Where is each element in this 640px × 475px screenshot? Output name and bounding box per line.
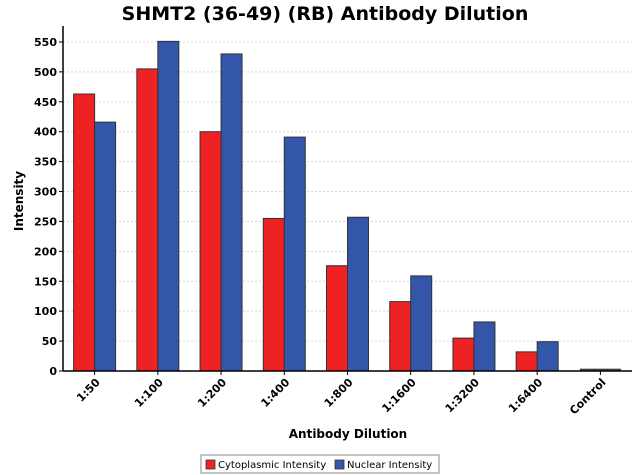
x-tick-label: 1:400	[258, 376, 292, 410]
x-tick-label: 1:1600	[379, 376, 419, 416]
bar-nuclear	[473, 321, 496, 372]
y-tick-label: 550	[34, 36, 57, 49]
y-tick-label: 250	[34, 215, 57, 228]
legend-box	[200, 454, 440, 474]
y-tick-label: 100	[34, 305, 57, 318]
legend-label-nuclear: Nuclear Intensity	[347, 460, 432, 471]
x-tick-label: 1:6400	[506, 376, 546, 416]
bar-cytoplasmic	[452, 337, 475, 372]
y-ticks: 0 50 100 150 200 250 300 350 400 450 500 550	[34, 36, 63, 378]
bar-nuclear	[347, 216, 369, 372]
legend-swatch-nuclear	[334, 459, 345, 470]
y-tick-label: 450	[34, 96, 57, 109]
x-tick-label: 1:100	[132, 376, 166, 410]
legend-swatch-cytoplasmic	[205, 459, 216, 470]
legend: Cytoplasmic Intensity Nuclear Intensity	[200, 454, 440, 474]
bar-cytoplasmic	[389, 301, 412, 372]
y-tick-label: 150	[34, 275, 57, 288]
x-axis-label: Antibody Dilution	[289, 427, 407, 441]
y-tick-label: 400	[34, 126, 57, 139]
bar-cytoplasmic	[262, 217, 285, 372]
x-ticks: 1:50 1:100 1:200 1:400 1:800 1:1600 1:3200 1:64…	[74, 371, 609, 417]
bar-nuclear	[536, 341, 559, 372]
bar-nuclear	[283, 136, 306, 372]
bar-cytoplasmic	[73, 93, 96, 372]
x-tick-label: Control	[567, 376, 608, 417]
y-tick-label: 350	[34, 156, 57, 169]
x-tick-label: 1:3200	[443, 376, 483, 416]
y-tick-label: 50	[42, 335, 58, 348]
x-tick-label: 1:200	[195, 376, 229, 410]
legend-label-cytoplasmic: Cytoplasmic Intensity	[218, 460, 326, 471]
y-tick-label: 0	[49, 365, 57, 378]
y-tick-label: 200	[34, 245, 57, 258]
bar-nuclear	[410, 275, 433, 372]
bar-nuclear	[94, 121, 117, 372]
y-tick-label: 300	[34, 186, 57, 199]
bars	[73, 40, 621, 372]
bar-cytoplasmic	[326, 265, 348, 372]
bar-cytoplasmic	[199, 131, 222, 372]
bar-nuclear	[157, 40, 180, 372]
y-tick-label: 500	[34, 66, 57, 79]
x-tick-label: 1:800	[322, 376, 356, 410]
bar-cytoplasmic	[515, 351, 538, 372]
x-tick-label: 1:50	[74, 376, 103, 405]
chart-title: SHMT2 (36-49) (RB) Antibody Dilution	[122, 3, 529, 25]
bar-cytoplasmic	[136, 68, 159, 372]
bar-nuclear	[220, 53, 243, 372]
y-axis-label: Intensity	[12, 171, 26, 231]
